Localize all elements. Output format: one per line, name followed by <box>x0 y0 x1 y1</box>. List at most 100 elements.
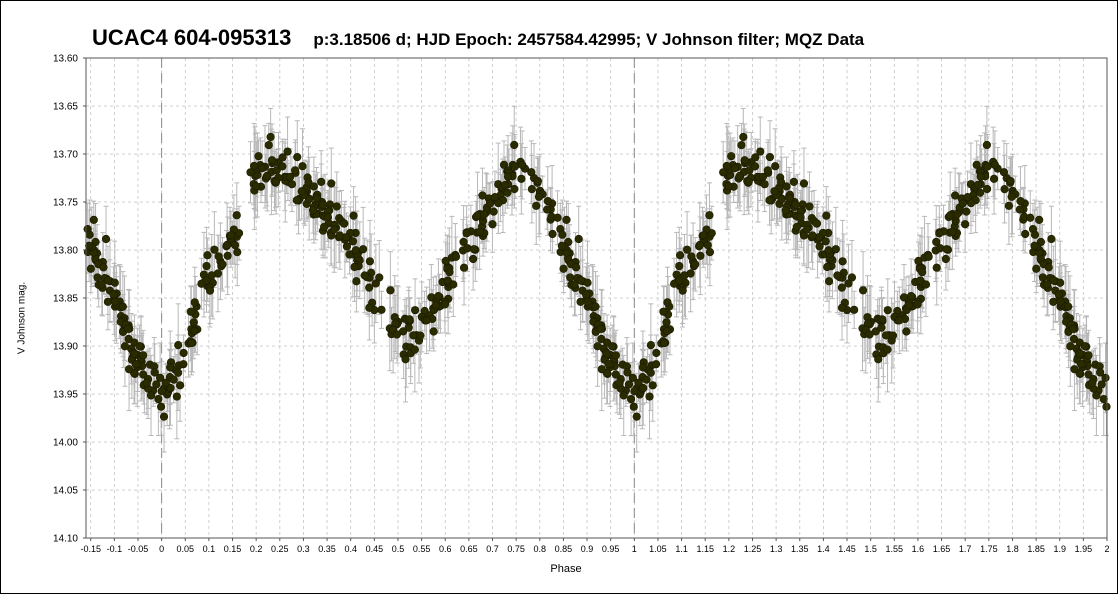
data-point <box>604 360 613 369</box>
data-point <box>1075 349 1084 358</box>
x-tick-label: 1.9 <box>1053 544 1066 554</box>
x-tick-label: 1.45 <box>838 544 856 554</box>
data-point <box>597 334 606 344</box>
data-point <box>962 207 971 216</box>
x-tick-label: 1.05 <box>649 544 667 554</box>
x-tick-label: 1.3 <box>770 544 783 554</box>
data-point <box>737 141 746 150</box>
data-point <box>703 241 712 250</box>
data-point <box>982 184 992 194</box>
data-point <box>1069 324 1078 333</box>
data-point <box>304 178 313 187</box>
data-points <box>83 132 1111 421</box>
data-point <box>1044 263 1053 272</box>
data-point <box>103 276 113 285</box>
data-point <box>278 162 287 171</box>
data-point <box>648 381 657 390</box>
chart-title-object: UCAC4 604-095313 <box>92 25 292 50</box>
data-point <box>1064 302 1073 311</box>
data-point <box>948 227 957 236</box>
data-point <box>157 402 166 411</box>
data-point <box>429 327 438 336</box>
data-point <box>312 193 321 203</box>
data-point <box>838 257 847 266</box>
data-point <box>611 351 620 360</box>
data-point <box>174 368 183 377</box>
data-point <box>271 177 281 186</box>
data-point <box>142 378 151 388</box>
data-point <box>254 152 263 161</box>
data-point <box>904 301 913 310</box>
data-point <box>596 324 605 333</box>
data-point <box>93 273 102 282</box>
data-point <box>342 242 352 251</box>
data-point <box>1007 192 1016 201</box>
data-point <box>961 220 970 229</box>
data-point <box>317 177 326 186</box>
data-point <box>332 202 341 211</box>
data-point <box>179 348 188 358</box>
grid <box>86 57 1108 539</box>
data-point <box>473 211 482 220</box>
data-point <box>1000 185 1009 194</box>
data-point <box>350 262 359 272</box>
data-point <box>266 132 275 142</box>
data-point <box>174 341 183 350</box>
data-point <box>808 231 817 240</box>
data-point <box>559 264 568 273</box>
data-point <box>902 327 911 336</box>
data-point <box>782 182 791 191</box>
data-point <box>678 286 687 295</box>
y-tick-label: 13.60 <box>53 54 78 65</box>
data-point <box>660 338 669 348</box>
data-point <box>293 152 302 162</box>
data-point <box>932 263 941 272</box>
data-point <box>562 215 571 224</box>
data-point <box>663 298 672 307</box>
data-point <box>499 160 509 169</box>
data-point <box>431 301 440 310</box>
data-point <box>1099 394 1108 404</box>
data-point <box>958 199 967 208</box>
data-point <box>914 256 923 266</box>
x-tick-label: 1.6 <box>912 544 925 554</box>
data-point <box>973 180 982 190</box>
data-point <box>309 182 318 191</box>
data-point <box>510 184 519 194</box>
data-point <box>222 240 232 250</box>
data-point <box>1088 378 1097 388</box>
data-point <box>202 276 211 285</box>
data-point <box>111 297 120 306</box>
chart-title-details: p:3.18506 d; HJD Epoch: 2457584.42995; V… <box>313 30 865 49</box>
data-point <box>190 326 199 336</box>
x-tick-label: 0.4 <box>344 544 357 554</box>
data-point <box>157 387 166 396</box>
data-point <box>230 241 240 250</box>
data-point <box>865 330 874 339</box>
x-tick-label: 1.1 <box>675 544 688 554</box>
data-point <box>101 234 111 244</box>
data-point <box>850 305 859 314</box>
data-point <box>159 412 169 421</box>
data-point <box>449 280 458 289</box>
x-tick-label: 0.45 <box>366 544 384 554</box>
data-point <box>652 348 661 358</box>
data-point <box>727 152 736 161</box>
data-point <box>139 370 148 379</box>
data-point <box>791 200 800 209</box>
data-point <box>1038 273 1047 282</box>
data-point <box>1006 176 1015 186</box>
data-point <box>744 177 753 186</box>
data-point <box>410 345 419 354</box>
data-point <box>1043 280 1052 289</box>
data-point <box>251 182 261 191</box>
data-point <box>365 303 374 312</box>
data-point <box>371 279 380 288</box>
data-point <box>837 303 847 312</box>
x-tick-label: -0.15 <box>80 544 101 554</box>
data-point <box>501 180 510 190</box>
data-point <box>662 318 671 327</box>
data-point <box>1102 402 1111 411</box>
chart-title: UCAC4 604-095313 p:3.18506 d; HJD Epoch: … <box>92 25 864 51</box>
